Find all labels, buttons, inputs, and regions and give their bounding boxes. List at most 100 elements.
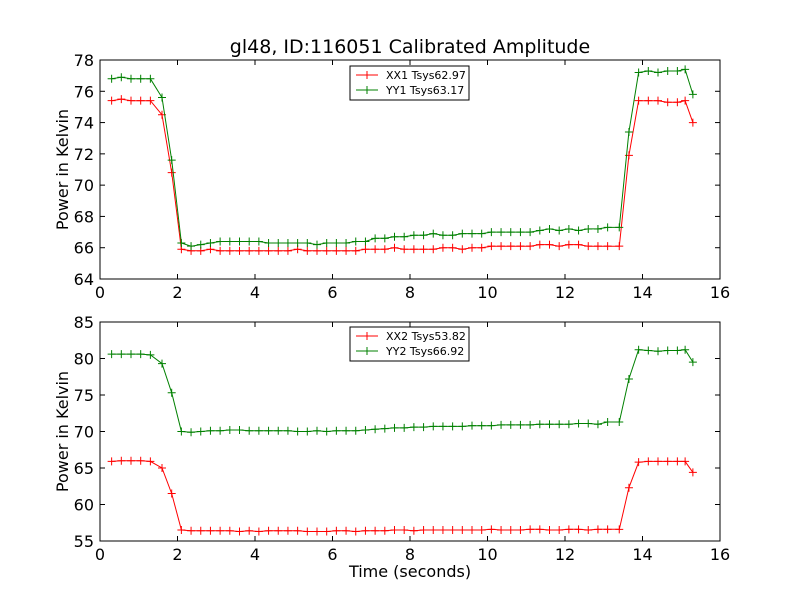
data-point: [293, 239, 302, 248]
data-point: [584, 419, 593, 428]
data-point: [574, 419, 583, 428]
data-point: [458, 245, 467, 254]
data-point: [681, 457, 690, 466]
data-point: [235, 246, 244, 255]
data-point: [419, 526, 428, 535]
data-point: [429, 229, 438, 238]
data-point: [644, 96, 653, 105]
data-point: [351, 426, 360, 435]
data-point: [342, 526, 351, 535]
data-point: [535, 420, 544, 429]
data-point: [506, 242, 515, 251]
x-tick-label: 16: [710, 545, 730, 564]
data-point: [438, 243, 447, 252]
y-tick-label: 70: [74, 176, 94, 195]
legend-marker: [363, 86, 371, 94]
data-point: [303, 246, 312, 255]
data-point: [603, 525, 612, 534]
data-point: [342, 246, 351, 255]
x-tick-label: 8: [405, 283, 415, 302]
x-tick-label: 14: [632, 283, 652, 302]
data-point: [127, 350, 135, 359]
data-point: [516, 228, 525, 237]
y-tick-label: 70: [74, 423, 94, 442]
data-point: [264, 239, 273, 248]
data-point: [555, 526, 564, 535]
data-point: [303, 427, 312, 436]
x-tick-label: 8: [405, 545, 415, 564]
data-point: [419, 245, 428, 254]
data-point: [429, 526, 438, 535]
data-point: [206, 239, 215, 248]
data-point: [322, 239, 331, 248]
x-tick-label: 0: [95, 545, 105, 564]
data-point: [225, 426, 234, 435]
legend-label: XX1 Tsys62.97: [386, 69, 466, 82]
x-tick-label: 4: [250, 283, 260, 302]
data-point: [681, 345, 690, 354]
data-point: [167, 388, 176, 397]
data-point: [535, 525, 544, 534]
data-point: [468, 229, 476, 238]
data-point: [342, 239, 351, 248]
legend-marker: [363, 347, 371, 355]
data-point: [400, 526, 409, 535]
data-point: [313, 240, 321, 249]
data-point: [342, 426, 351, 435]
y-tick-label: 66: [74, 239, 94, 258]
data-point: [584, 242, 593, 251]
data-point: [487, 525, 496, 534]
legend-box: [349, 65, 470, 101]
data-point: [216, 526, 225, 535]
x-tick-label: 2: [172, 545, 182, 564]
data-point: [593, 224, 602, 233]
x-tick-label: 12: [555, 545, 575, 564]
data-point: [438, 231, 447, 240]
data-point: [564, 240, 573, 249]
data-point: [477, 526, 486, 535]
legend-label: YY2 Tsys66.92: [385, 345, 464, 358]
data-point: [603, 418, 612, 427]
data-point: [322, 427, 331, 436]
data-point: [663, 346, 672, 355]
y-tick-label: 55: [74, 532, 94, 551]
data-point: [158, 464, 166, 472]
data-point: [448, 526, 457, 535]
data-point: [332, 239, 341, 248]
data-point: [303, 527, 312, 536]
data-point: [555, 226, 564, 235]
data-point: [574, 240, 583, 249]
data-point: [688, 118, 697, 127]
data-point: [555, 420, 564, 429]
data-point: [654, 68, 662, 77]
data-point: [526, 525, 535, 534]
data-point: [506, 526, 515, 535]
data-point: [390, 423, 399, 432]
y-tick-label: 68: [74, 207, 94, 226]
data-point: [254, 246, 263, 255]
x-tick-label: 2: [172, 283, 182, 302]
data-point: [187, 526, 196, 535]
data-point: [409, 245, 418, 254]
data-point: [506, 420, 515, 429]
data-point: [663, 98, 672, 107]
data-point: [254, 527, 263, 536]
y-axis-label: Power in Kelvin: [53, 371, 72, 492]
data-point: [429, 245, 438, 254]
data-point: [419, 423, 428, 432]
data-point: [535, 226, 544, 235]
data-point: [146, 74, 155, 83]
y-tick-label: 74: [74, 114, 94, 133]
x-tick-label: 10: [477, 545, 497, 564]
data-point: [254, 237, 263, 246]
data-point: [535, 240, 544, 249]
series-xx1-tsys62-97: [107, 95, 697, 255]
y-tick-label: 78: [74, 51, 94, 70]
data-point: [673, 66, 682, 75]
data-point: [429, 422, 438, 431]
data-point: [371, 425, 380, 434]
bottom-plot-panel: 0 2 4 6 8 10 12 14 16 55 60 65 70 75 80 85 Power in Kelv…: [53, 313, 730, 581]
data-point: [654, 96, 662, 105]
data-point: [264, 246, 273, 255]
data-point: [688, 468, 697, 477]
